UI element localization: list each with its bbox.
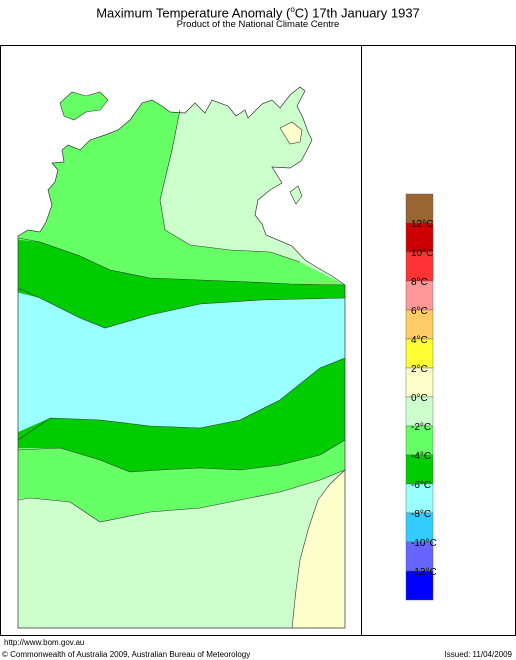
legend-label: 8°C	[411, 277, 428, 288]
tiwi-islands	[59, 91, 109, 121]
legend-label: -10°C	[411, 538, 437, 549]
legend-swatch	[405, 396, 434, 427]
copyright-notice: © Commonwealth of Australia 2009, Austra…	[2, 650, 251, 659]
map-title: Maximum Temperature Anomaly (oC) 17th Ja…	[96, 5, 420, 21]
legend-swatch	[405, 483, 434, 514]
legend-label: 0°C	[411, 393, 428, 404]
legend-label: -2°C	[411, 422, 431, 433]
source-url[interactable]: http://www.bom.gov.au	[4, 638, 85, 647]
legend-label: 4°C	[411, 335, 428, 346]
legend-swatch	[405, 280, 434, 311]
legend-swatch	[405, 541, 434, 572]
legend-swatch	[405, 222, 434, 253]
legend-swatch	[405, 570, 434, 601]
legend-swatch	[405, 425, 434, 456]
legend-label: 10°C	[411, 248, 433, 259]
legend-swatch	[405, 338, 434, 369]
legend-label: -6°C	[411, 480, 431, 491]
map-subtitle: Product of the National Climate Centre	[176, 19, 340, 30]
legend-swatch	[405, 193, 434, 224]
legend-label: -12°C	[411, 567, 437, 578]
legend-swatch	[405, 512, 434, 543]
legend-label: -8°C	[411, 509, 431, 520]
legend-swatch	[405, 309, 434, 340]
legend-label: 2°C	[411, 364, 428, 375]
legend-label: 12°C	[411, 219, 433, 230]
legend-swatch	[405, 454, 434, 485]
legend-swatch	[405, 251, 434, 282]
groote-eylandt	[279, 121, 303, 145]
legend-label: -4°C	[411, 451, 431, 462]
legend-label: 6°C	[411, 306, 428, 317]
panel-divider	[361, 45, 362, 636]
issued-date: Issued: 11/04/2009	[444, 650, 512, 659]
